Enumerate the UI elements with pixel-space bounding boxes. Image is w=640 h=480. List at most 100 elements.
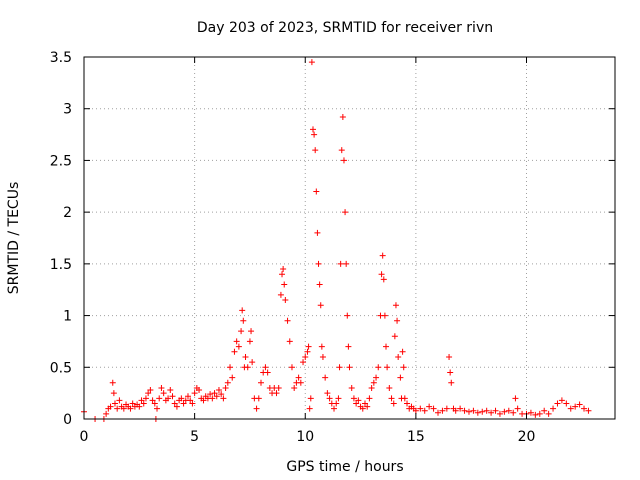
data-point xyxy=(401,395,408,402)
data-point xyxy=(483,407,490,414)
data-points xyxy=(81,59,592,422)
y-tick-label: 1 xyxy=(63,309,72,325)
data-point xyxy=(316,281,323,288)
data-point xyxy=(350,395,357,402)
data-point xyxy=(116,397,123,404)
data-point xyxy=(187,397,194,404)
data-point xyxy=(147,387,154,394)
data-point xyxy=(286,338,293,345)
data-point xyxy=(400,364,407,371)
data-point xyxy=(461,407,468,414)
y-tick-label: 0.5 xyxy=(50,360,72,376)
data-point xyxy=(359,405,366,412)
data-point xyxy=(154,405,161,412)
data-point xyxy=(501,408,508,415)
data-point xyxy=(470,407,477,414)
data-point xyxy=(446,353,453,360)
data-point xyxy=(215,387,222,394)
data-point xyxy=(342,209,349,216)
data-point xyxy=(447,369,454,376)
data-point xyxy=(399,348,406,355)
data-point xyxy=(474,409,481,416)
y-tick-label: 2.5 xyxy=(50,153,72,169)
data-point xyxy=(264,369,271,376)
data-point xyxy=(318,343,325,350)
data-point xyxy=(492,407,499,414)
data-point xyxy=(317,302,324,309)
data-point xyxy=(110,390,117,397)
data-point xyxy=(541,407,548,414)
data-point xyxy=(279,271,286,278)
x-tick-label: 0 xyxy=(80,429,89,445)
data-point xyxy=(448,379,455,386)
y-tick-label: 1.5 xyxy=(50,257,72,273)
data-point xyxy=(348,384,355,391)
x-tick-label: 15 xyxy=(407,429,425,445)
data-point xyxy=(331,405,338,412)
data-point xyxy=(178,395,185,402)
data-point xyxy=(395,353,402,360)
data-point xyxy=(248,328,255,335)
data-point xyxy=(262,364,269,371)
data-point xyxy=(581,405,588,412)
data-point xyxy=(585,407,592,414)
data-point xyxy=(302,353,309,360)
data-point xyxy=(343,260,350,267)
data-point xyxy=(213,393,220,400)
y-axis-label: SRMTID / TECUs xyxy=(6,182,22,295)
data-point xyxy=(383,343,390,350)
x-tick-label: 10 xyxy=(296,429,314,445)
data-point xyxy=(306,405,313,412)
data-point xyxy=(381,312,388,319)
data-point xyxy=(209,395,216,402)
data-point xyxy=(200,397,207,404)
data-point xyxy=(368,384,375,391)
y-tick-label: 3 xyxy=(63,102,72,118)
data-point xyxy=(156,395,163,402)
data-point xyxy=(340,157,347,164)
x-axis-tick-labels: 0 5 10 15 20 xyxy=(80,429,536,445)
data-point xyxy=(313,188,320,195)
y-tick-label: 3.5 xyxy=(50,50,72,66)
data-point xyxy=(536,410,543,417)
data-point xyxy=(394,317,401,324)
x-axis-label: GPS time / hours xyxy=(286,459,403,475)
data-point xyxy=(218,391,225,398)
data-point xyxy=(246,338,253,345)
data-point xyxy=(275,384,282,391)
data-point xyxy=(277,291,284,298)
data-point xyxy=(244,364,251,371)
data-point xyxy=(140,400,147,407)
data-point xyxy=(184,393,191,400)
x-tick-label: 5 xyxy=(190,429,199,445)
data-point xyxy=(151,400,158,407)
data-point xyxy=(114,405,121,412)
data-point xyxy=(404,400,411,407)
data-point xyxy=(149,397,156,404)
data-point xyxy=(229,374,236,381)
data-point xyxy=(465,408,472,415)
grid-lines xyxy=(84,57,615,419)
data-point xyxy=(207,391,214,398)
data-point xyxy=(355,397,362,404)
data-point xyxy=(380,276,387,283)
data-point xyxy=(452,407,459,414)
data-point xyxy=(314,229,321,236)
data-point xyxy=(235,343,242,350)
data-point xyxy=(576,401,583,408)
data-point xyxy=(505,407,512,414)
data-point xyxy=(353,400,360,407)
data-point xyxy=(305,343,312,350)
data-point xyxy=(324,390,331,397)
data-point xyxy=(373,374,380,381)
data-point xyxy=(220,395,227,402)
y-axis-tick-labels: 0 0.5 1 1.5 2 2.5 3 3.5 xyxy=(50,50,72,428)
data-point xyxy=(322,374,329,381)
x-tick-label: 20 xyxy=(518,429,536,445)
data-point xyxy=(333,400,340,407)
data-point xyxy=(366,395,373,402)
data-point xyxy=(281,281,288,288)
data-point xyxy=(180,400,187,407)
data-point xyxy=(173,403,180,410)
data-point xyxy=(364,403,371,410)
